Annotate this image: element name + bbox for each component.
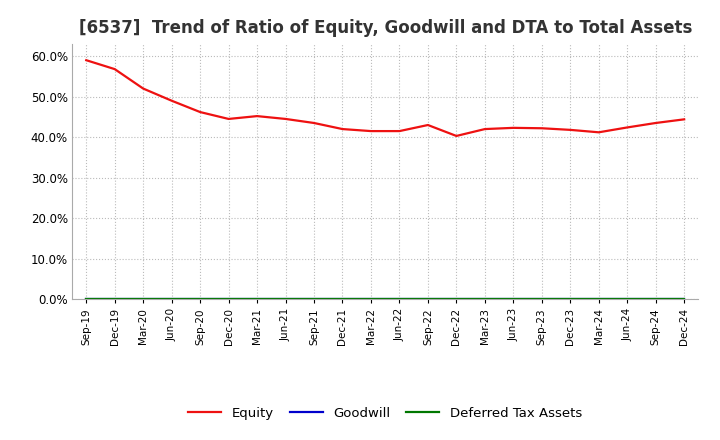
Deferred Tax Assets [310, 297, 318, 302]
Deferred Tax Assets [595, 297, 603, 302]
Deferred Tax Assets [225, 297, 233, 302]
Goodwill [253, 297, 261, 302]
Deferred Tax Assets [196, 297, 204, 302]
Equity [423, 122, 432, 128]
Goodwill [509, 297, 518, 302]
Deferred Tax Assets [480, 297, 489, 302]
Equity [82, 58, 91, 63]
Equity [366, 128, 375, 134]
Goodwill [338, 297, 347, 302]
Goodwill [110, 297, 119, 302]
Deferred Tax Assets [110, 297, 119, 302]
Legend: Equity, Goodwill, Deferred Tax Assets: Equity, Goodwill, Deferred Tax Assets [183, 402, 588, 425]
Goodwill [167, 297, 176, 302]
Deferred Tax Assets [423, 297, 432, 302]
Deferred Tax Assets [82, 297, 91, 302]
Equity [139, 86, 148, 91]
Goodwill [282, 297, 290, 302]
Equity [537, 125, 546, 131]
Goodwill [139, 297, 148, 302]
Equity [310, 121, 318, 126]
Deferred Tax Assets [509, 297, 518, 302]
Equity [595, 130, 603, 135]
Equity [452, 133, 461, 139]
Equity [282, 116, 290, 121]
Equity [196, 110, 204, 115]
Deferred Tax Assets [452, 297, 461, 302]
Goodwill [423, 297, 432, 302]
Deferred Tax Assets [253, 297, 261, 302]
Goodwill [310, 297, 318, 302]
Deferred Tax Assets [167, 297, 176, 302]
Deferred Tax Assets [680, 297, 688, 302]
Deferred Tax Assets [139, 297, 148, 302]
Goodwill [680, 297, 688, 302]
Deferred Tax Assets [366, 297, 375, 302]
Deferred Tax Assets [338, 297, 347, 302]
Goodwill [480, 297, 489, 302]
Goodwill [452, 297, 461, 302]
Goodwill [623, 297, 631, 302]
Goodwill [395, 297, 404, 302]
Goodwill [82, 297, 91, 302]
Equity [566, 127, 575, 132]
Equity [225, 116, 233, 121]
Equity [652, 121, 660, 126]
Title: [6537]  Trend of Ratio of Equity, Goodwill and DTA to Total Assets: [6537] Trend of Ratio of Equity, Goodwil… [78, 19, 692, 37]
Deferred Tax Assets [566, 297, 575, 302]
Deferred Tax Assets [282, 297, 290, 302]
Equity [623, 125, 631, 130]
Equity [509, 125, 518, 131]
Goodwill [537, 297, 546, 302]
Goodwill [366, 297, 375, 302]
Equity [338, 126, 347, 132]
Deferred Tax Assets [395, 297, 404, 302]
Equity [253, 114, 261, 119]
Goodwill [595, 297, 603, 302]
Goodwill [196, 297, 204, 302]
Equity [110, 66, 119, 72]
Goodwill [652, 297, 660, 302]
Deferred Tax Assets [652, 297, 660, 302]
Equity [680, 117, 688, 122]
Line: Equity: Equity [86, 60, 684, 136]
Equity [480, 126, 489, 132]
Goodwill [566, 297, 575, 302]
Deferred Tax Assets [623, 297, 631, 302]
Deferred Tax Assets [537, 297, 546, 302]
Equity [167, 98, 176, 103]
Equity [395, 128, 404, 134]
Goodwill [225, 297, 233, 302]
